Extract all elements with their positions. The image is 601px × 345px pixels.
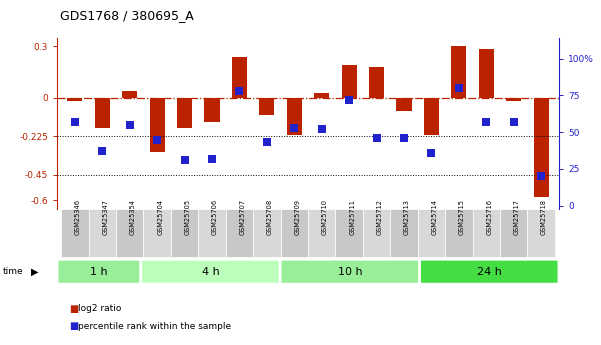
Point xyxy=(207,156,217,161)
FancyBboxPatch shape xyxy=(420,260,558,283)
Text: GSM25713: GSM25713 xyxy=(404,199,410,235)
Text: 1 h: 1 h xyxy=(90,267,108,277)
FancyBboxPatch shape xyxy=(142,260,279,283)
Bar xyxy=(418,209,445,257)
Point xyxy=(399,135,409,141)
Text: GSM25707: GSM25707 xyxy=(239,199,245,236)
Text: GSM25709: GSM25709 xyxy=(294,199,300,235)
Bar xyxy=(500,209,528,257)
Bar xyxy=(116,209,144,257)
Text: GSM25347: GSM25347 xyxy=(102,199,108,235)
Point xyxy=(153,137,162,142)
Text: GSM25715: GSM25715 xyxy=(459,199,465,235)
Bar xyxy=(95,98,110,128)
Bar xyxy=(314,92,329,98)
Text: GSM25708: GSM25708 xyxy=(267,199,273,236)
Bar xyxy=(472,209,500,257)
Text: 10 h: 10 h xyxy=(338,267,362,277)
Point xyxy=(454,85,463,91)
Text: GSM25718: GSM25718 xyxy=(541,199,547,235)
Text: GSM25706: GSM25706 xyxy=(212,199,218,236)
Text: log2 ratio: log2 ratio xyxy=(78,304,121,313)
Text: GSM25354: GSM25354 xyxy=(130,199,136,235)
Bar xyxy=(397,98,412,111)
Text: ■: ■ xyxy=(69,321,78,331)
Bar xyxy=(281,209,308,257)
Text: GSM25711: GSM25711 xyxy=(349,199,355,235)
FancyBboxPatch shape xyxy=(281,260,419,283)
Bar xyxy=(308,209,335,257)
Bar xyxy=(253,209,281,257)
Point xyxy=(427,150,436,156)
Point xyxy=(262,140,272,145)
Bar xyxy=(363,209,390,257)
Text: ▶: ▶ xyxy=(31,267,38,276)
Text: GSM25714: GSM25714 xyxy=(432,199,438,235)
Bar xyxy=(528,209,555,257)
Bar xyxy=(424,98,439,135)
Bar xyxy=(335,209,363,257)
Bar xyxy=(232,57,247,98)
Point xyxy=(234,88,244,94)
Text: 4 h: 4 h xyxy=(201,267,219,277)
Bar xyxy=(88,209,116,257)
Point xyxy=(317,127,326,132)
Bar xyxy=(390,209,418,257)
Text: GSM25717: GSM25717 xyxy=(514,199,520,235)
Text: GSM25705: GSM25705 xyxy=(185,199,191,236)
Bar xyxy=(226,209,253,257)
Bar xyxy=(61,209,88,257)
Text: 24 h: 24 h xyxy=(477,267,502,277)
Bar xyxy=(122,91,137,98)
Point xyxy=(372,135,382,141)
Text: ■: ■ xyxy=(69,304,78,314)
Point xyxy=(536,174,546,179)
Point xyxy=(509,119,519,125)
Bar xyxy=(171,209,198,257)
Bar xyxy=(534,98,549,197)
Text: GSM25716: GSM25716 xyxy=(486,199,492,235)
Bar xyxy=(67,98,82,101)
Bar xyxy=(445,209,472,257)
Bar xyxy=(150,98,165,152)
Point xyxy=(344,97,354,102)
Point xyxy=(70,119,80,125)
Bar xyxy=(451,47,466,98)
Bar xyxy=(341,65,356,98)
Point xyxy=(481,119,491,125)
Bar xyxy=(369,67,384,98)
Text: GSM25346: GSM25346 xyxy=(75,199,81,235)
Bar xyxy=(144,209,171,257)
Text: GSM25712: GSM25712 xyxy=(377,199,383,235)
Text: GSM25710: GSM25710 xyxy=(322,199,328,235)
Bar xyxy=(260,98,275,115)
Bar xyxy=(479,49,494,98)
Text: GSM25704: GSM25704 xyxy=(157,199,163,236)
Bar xyxy=(287,98,302,135)
Point xyxy=(180,157,189,163)
Text: time: time xyxy=(3,267,23,276)
Point xyxy=(290,125,299,130)
Bar xyxy=(204,98,219,122)
Point xyxy=(97,149,107,154)
Text: GDS1768 / 380695_A: GDS1768 / 380695_A xyxy=(60,9,194,22)
FancyBboxPatch shape xyxy=(58,260,140,283)
Point xyxy=(125,122,135,128)
Bar xyxy=(506,98,521,101)
Bar xyxy=(198,209,226,257)
Bar xyxy=(177,98,192,128)
Text: percentile rank within the sample: percentile rank within the sample xyxy=(78,322,231,331)
